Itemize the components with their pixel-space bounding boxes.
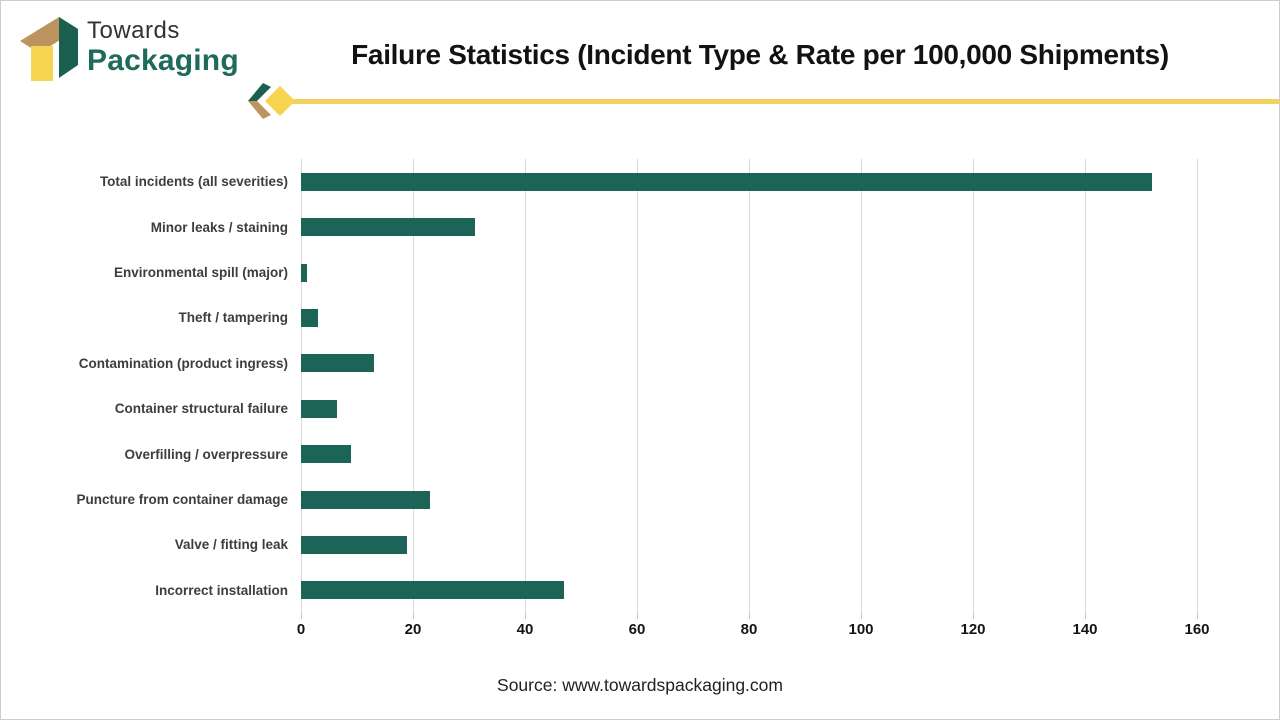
gridline — [301, 159, 302, 613]
plot-area — [301, 159, 1213, 619]
category-label: Valve / fitting leak — [174, 537, 288, 553]
axis-tick-label: 0 — [296, 621, 306, 638]
gridline — [973, 159, 974, 613]
logo-text-packaging: Packaging — [87, 44, 239, 77]
axis-tick — [1085, 613, 1086, 619]
gridline — [861, 159, 862, 613]
logo-wordmark: Towards Packaging — [87, 19, 239, 76]
axis-tick-label: 160 — [1184, 621, 1210, 638]
bar — [301, 308, 318, 327]
axis-tick — [1197, 613, 1198, 619]
bar — [301, 399, 338, 418]
axis-tick — [973, 613, 974, 619]
bar — [301, 354, 374, 373]
gridline — [749, 159, 750, 613]
logo-text-towards: Towards — [87, 17, 180, 44]
gridline — [413, 159, 414, 613]
category-label: Total incidents (all severities) — [99, 174, 288, 190]
category-label: Theft / tampering — [178, 310, 288, 326]
category-label: Environmental spill (major) — [113, 264, 288, 280]
category-label: Incorrect installation — [155, 582, 288, 598]
gridline — [1085, 159, 1086, 613]
axis-tick — [525, 613, 526, 619]
category-labels: Total incidents (all severities) Minor le… — [1, 159, 288, 613]
axis-tick — [413, 613, 414, 619]
axis-tick — [301, 613, 302, 619]
x-axis: 0 20 40 60 80 100 120 140 160 — [297, 621, 1213, 643]
category-label: Puncture from container damage — [76, 491, 288, 507]
bar — [301, 218, 475, 237]
divider-diamond-icon — [265, 86, 295, 116]
axis-tick-label: 100 — [848, 621, 874, 638]
axis-tick-label: 20 — [404, 621, 422, 638]
bar — [301, 172, 1153, 191]
bar — [301, 490, 430, 509]
divider-line — [289, 99, 1279, 104]
category-label: Container structural failure — [114, 401, 288, 417]
bar — [301, 535, 408, 554]
axis-tick-label: 140 — [1072, 621, 1098, 638]
axis-tick-label: 60 — [628, 621, 646, 638]
chart-title: Failure Statistics (Incident Type & Rate… — [351, 39, 1169, 70]
divider-arrow-icon — [248, 83, 295, 119]
logo-box-icon — [20, 17, 78, 81]
bar — [301, 263, 307, 282]
bar — [301, 445, 352, 464]
axis-tick — [861, 613, 862, 619]
gridline — [1197, 159, 1198, 613]
category-label: Minor leaks / staining — [150, 219, 288, 235]
bar — [301, 581, 565, 600]
gridline — [637, 159, 638, 613]
gridline — [525, 159, 526, 613]
source-text: Source: www.towardspackaging.com — [497, 675, 783, 695]
axis-tick-label: 40 — [516, 621, 534, 638]
category-label: Contamination (product ingress) — [78, 355, 288, 371]
axis-tick-label: 80 — [740, 621, 758, 638]
axis-tick — [749, 613, 750, 619]
axis-tick-label: 120 — [960, 621, 986, 638]
axis-tick — [637, 613, 638, 619]
category-label: Overfilling / overpressure — [124, 446, 288, 462]
